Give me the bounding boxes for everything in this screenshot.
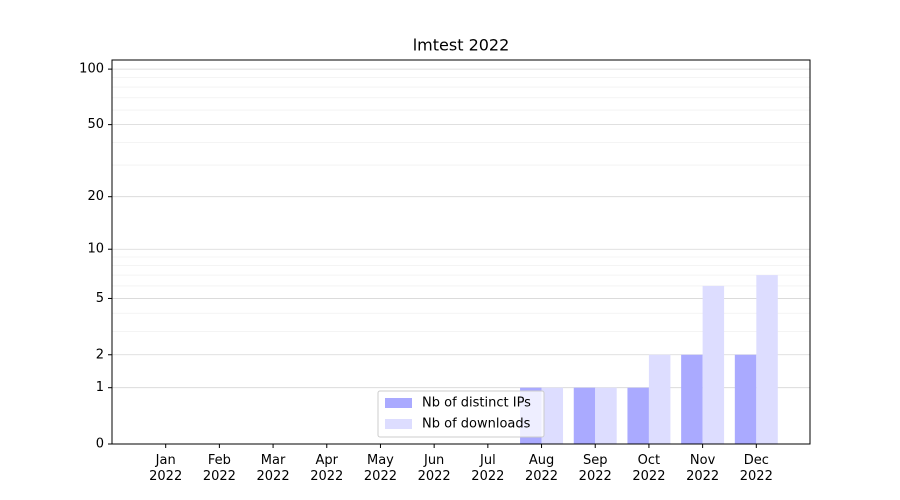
x-tick-label: Apr 2022 xyxy=(310,453,344,484)
legend-box xyxy=(377,390,545,438)
x-tick-label: Sep 2022 xyxy=(578,453,612,484)
bar xyxy=(627,387,649,444)
y-tick-label: 10 xyxy=(87,242,104,257)
x-tick-label: Oct 2022 xyxy=(632,453,666,484)
y-tick-label: 1 xyxy=(96,380,104,395)
bar xyxy=(573,387,596,444)
chart-title: lmtest 2022 xyxy=(413,36,510,55)
y-tick-label: 0 xyxy=(96,437,104,452)
x-tick-label: Feb 2022 xyxy=(202,453,236,484)
y-tick-label: 5 xyxy=(96,291,104,306)
bar xyxy=(595,387,617,444)
bar xyxy=(648,354,671,444)
y-tick-label: 2 xyxy=(96,347,104,362)
legend-label: Nb of downloads xyxy=(422,417,531,432)
bar xyxy=(681,354,703,444)
x-tick-label: Jun 2022 xyxy=(417,453,451,484)
bar xyxy=(756,275,778,444)
bar xyxy=(541,387,564,444)
x-tick-label: May 2022 xyxy=(363,453,397,484)
x-tick-label: Nov 2022 xyxy=(686,453,720,484)
legend: Nb of distinct IPs Nb of downloads xyxy=(377,390,545,438)
plot-frame xyxy=(111,59,811,445)
y-tick-label: 20 xyxy=(87,189,104,204)
x-tick-label: Dec 2022 xyxy=(739,453,773,484)
legend-label: Nb of distinct IPs xyxy=(422,396,531,411)
bar xyxy=(702,285,725,444)
x-tick-label: Jan 2022 xyxy=(149,453,183,484)
legend-swatch xyxy=(385,398,412,408)
legend-swatch xyxy=(385,419,412,429)
x-tick-label: Jul 2022 xyxy=(471,453,505,484)
y-tick-label: 100 xyxy=(79,62,104,77)
y-tick-label: 50 xyxy=(87,117,104,132)
x-tick-label: Aug 2022 xyxy=(524,453,559,484)
x-tick-label: Mar 2022 xyxy=(256,453,290,484)
bar xyxy=(734,354,757,444)
